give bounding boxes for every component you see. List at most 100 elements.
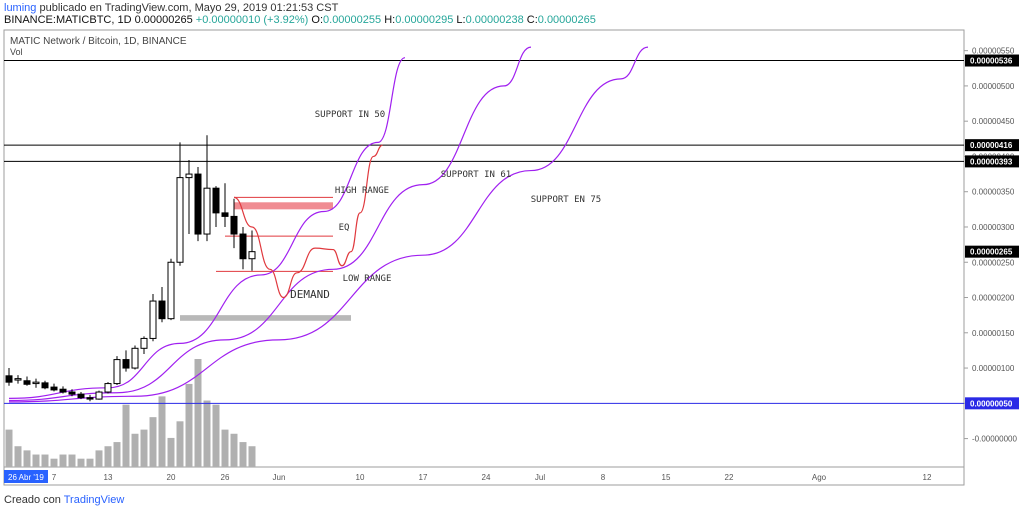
candles bbox=[5, 135, 256, 402]
ohlc-legend: BINANCE:MATICBTC, 1D 0.00000265 +0.00000… bbox=[4, 14, 596, 26]
candle-up bbox=[113, 359, 121, 385]
chart-frame bbox=[3, 29, 965, 486]
y-tick-label: 0.00000100 bbox=[972, 364, 1015, 373]
candle-down bbox=[212, 187, 220, 214]
horizontal-lines bbox=[4, 60, 964, 404]
candle-up bbox=[104, 383, 112, 393]
price-label-box bbox=[965, 139, 1019, 152]
volume-bar bbox=[41, 454, 49, 467]
date-label: 17 bbox=[419, 473, 428, 482]
y-tick-label: 0.00000300 bbox=[972, 223, 1015, 232]
date-label: 13 bbox=[104, 473, 113, 482]
tradingview-brand[interactable]: TradingView bbox=[63, 494, 125, 506]
price-label: 0.00000416 bbox=[970, 141, 1013, 150]
date-label: 10 bbox=[356, 473, 365, 482]
volume-bar bbox=[32, 454, 40, 467]
annotation-label: SUPPORT IN 61 bbox=[441, 170, 511, 180]
close-value: 0.00000265 bbox=[537, 14, 596, 26]
volume-bar bbox=[23, 450, 31, 467]
candle-down bbox=[86, 397, 94, 400]
volume-bar bbox=[230, 433, 238, 467]
volume-bar bbox=[203, 400, 211, 467]
created-with: Creado con bbox=[4, 494, 61, 506]
candle-down bbox=[239, 233, 247, 260]
candle-down bbox=[59, 388, 67, 393]
volume-label: Vol bbox=[10, 47, 23, 57]
volume-bar bbox=[5, 429, 13, 467]
candle-up bbox=[176, 177, 184, 263]
low-label: L: bbox=[456, 14, 466, 26]
date-label: Ago bbox=[812, 473, 827, 482]
annotation-label: SUPPORT IN 50 bbox=[315, 110, 385, 120]
volume-bar bbox=[185, 383, 193, 467]
y-tick-label: 0.00000500 bbox=[972, 82, 1015, 91]
date-label: Jun bbox=[273, 473, 286, 482]
candle-up bbox=[95, 391, 103, 400]
date-label: 26 bbox=[221, 473, 230, 482]
volume-bar bbox=[95, 450, 103, 467]
volume-bar bbox=[77, 458, 85, 467]
candle-up bbox=[140, 337, 148, 349]
candle-down bbox=[23, 380, 31, 385]
date-highlight-box bbox=[4, 470, 48, 483]
y-tick-label: -0.00000000 bbox=[972, 435, 1017, 444]
candle-down bbox=[50, 386, 58, 391]
price-label: 0.00000050 bbox=[970, 399, 1013, 408]
price-label-box bbox=[965, 54, 1019, 67]
volume-bar bbox=[167, 437, 175, 467]
date-label: 20 bbox=[167, 473, 176, 482]
footer: Creado con TradingView bbox=[4, 494, 124, 506]
date-label: 22 bbox=[725, 473, 734, 482]
candle-down bbox=[68, 391, 76, 395]
volume-bar bbox=[194, 359, 202, 467]
y-tick-label: 0.00000200 bbox=[972, 294, 1015, 303]
candle-down bbox=[221, 212, 229, 217]
volume-bar bbox=[221, 429, 229, 467]
time-axis: 26 Abr '19 7 13 20 26 Jun 10 17 24 Jul 8 15 22 Ago 12 bbox=[4, 470, 932, 483]
volume-bar bbox=[158, 396, 166, 467]
price-axis: 0.000005500.000005000.000004500.00000400… bbox=[964, 47, 1019, 444]
candle-down bbox=[122, 359, 130, 369]
volume-bar bbox=[86, 458, 94, 467]
high-label: H: bbox=[384, 14, 396, 26]
volume-bar bbox=[122, 404, 130, 467]
volume-bar bbox=[131, 433, 139, 467]
price-label: 0.00000393 bbox=[970, 157, 1013, 166]
chart-title: MATIC Network / Bitcoin, 1D, BINANCE bbox=[10, 36, 187, 47]
volume-bar bbox=[239, 442, 247, 467]
support-arcs bbox=[8, 46, 649, 403]
date-label: 12 bbox=[923, 473, 932, 482]
annotation-label: HIGH RANGE bbox=[335, 186, 389, 196]
candle-down bbox=[41, 382, 49, 389]
candle-down bbox=[158, 300, 166, 320]
last-price-box bbox=[965, 245, 1019, 258]
demand-zone bbox=[180, 315, 351, 321]
candle-down bbox=[77, 393, 85, 399]
volume-bar bbox=[212, 404, 220, 467]
annotation-label: SUPPORT EN 75 bbox=[531, 195, 601, 205]
annotations: SUPPORT IN 50 SUPPORT IN 61 SUPPORT EN 75 H… bbox=[290, 110, 601, 301]
volume-bar bbox=[248, 446, 256, 467]
annotation-label: DEMAND bbox=[290, 288, 330, 301]
open-label: O: bbox=[311, 14, 324, 26]
price-label-box bbox=[965, 397, 1019, 410]
candle-up bbox=[149, 300, 157, 339]
y-tick-label: 0.00000550 bbox=[972, 47, 1015, 56]
candle-up bbox=[185, 173, 193, 179]
candle-up bbox=[203, 187, 211, 235]
price-label-box bbox=[965, 155, 1019, 168]
volume-bar bbox=[113, 442, 121, 467]
author-name[interactable]: luming bbox=[4, 2, 37, 14]
change-value: +0.00000010 (+3.92%) bbox=[195, 14, 309, 26]
date-label: 7 bbox=[52, 473, 57, 482]
candle-up bbox=[167, 261, 175, 320]
y-tick-label: 0.00000150 bbox=[972, 329, 1015, 338]
support-arc bbox=[8, 46, 649, 403]
last-price-label: 0.00000265 bbox=[970, 248, 1013, 257]
volume-bars bbox=[5, 359, 256, 467]
open-value: 0.00000255 bbox=[323, 14, 382, 26]
support-arc bbox=[8, 46, 532, 402]
symbol-label: BINANCE:MATICBTC, 1D bbox=[4, 14, 132, 26]
annotation-label: LOW RANGE bbox=[343, 274, 392, 284]
